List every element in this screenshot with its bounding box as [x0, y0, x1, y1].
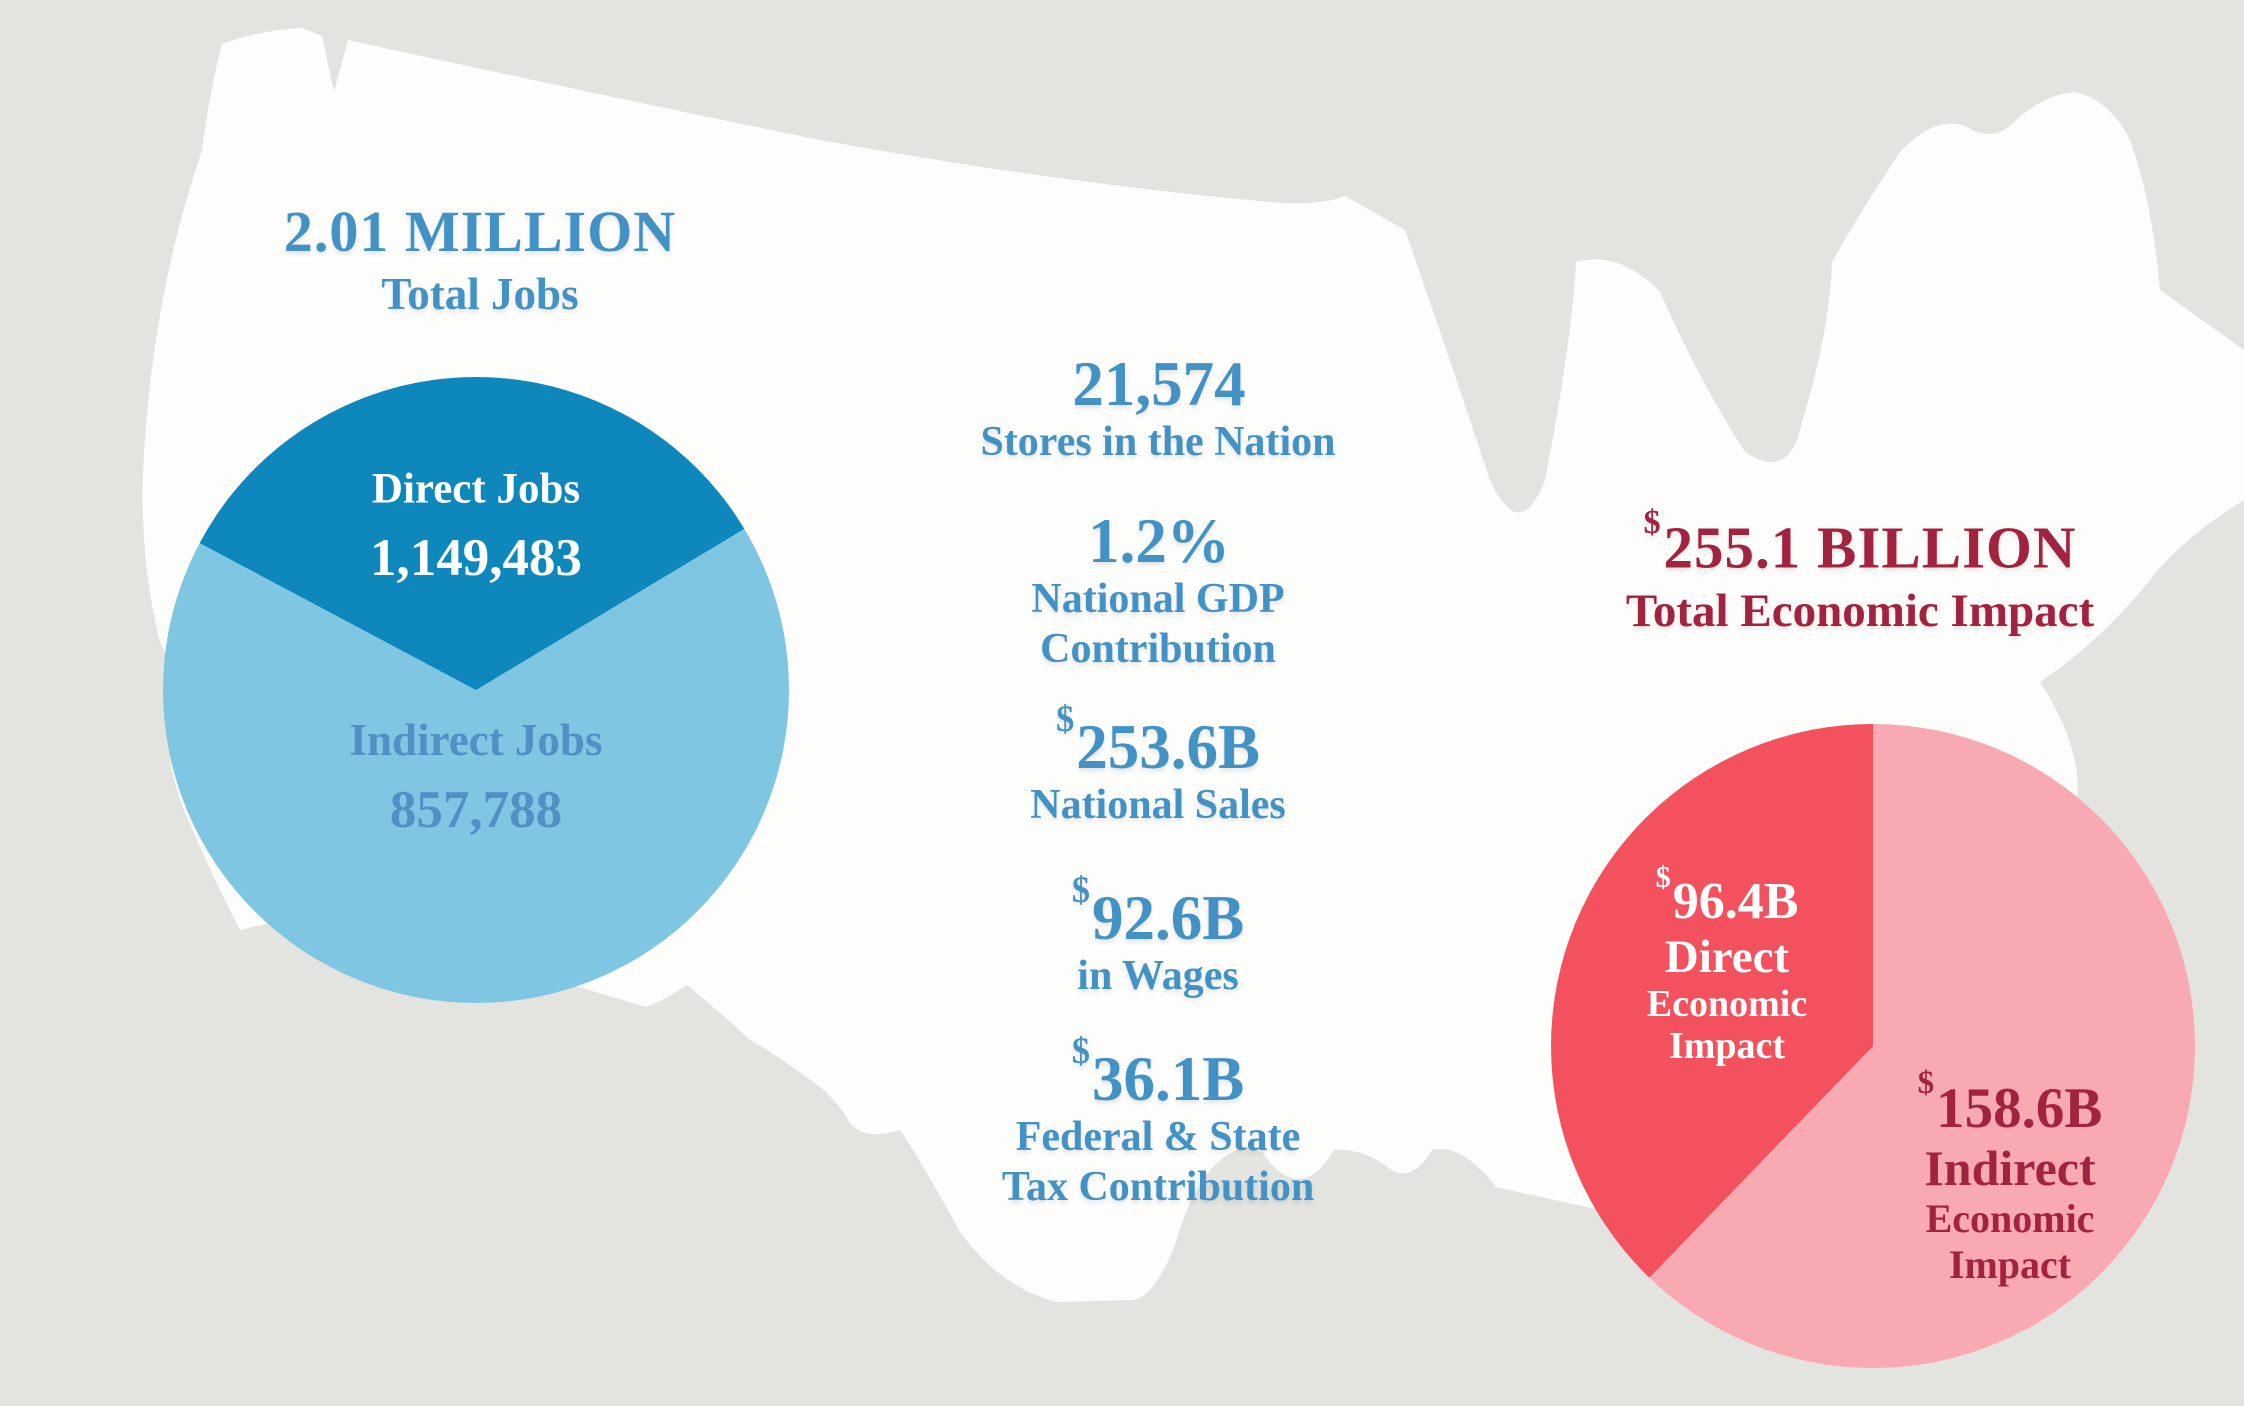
impact-pie-direct-value: $96.4B [1655, 860, 1799, 931]
jobs-pie-indirect-label: Indirect Jobs [349, 715, 603, 765]
impact-pie-chart: $96.4B Direct Economic Impact $158.6B In… [1551, 724, 2195, 1368]
stat-stores: 21,574 Stores in the Nation [980, 338, 1335, 467]
stat-wages: $92.6B in Wages [1071, 868, 1245, 1001]
total-jobs-heading: 2.01 MILLION Total Jobs [284, 200, 676, 324]
stat-tax-value: $36.1B [1071, 1029, 1245, 1114]
economic-impact-label: Total Economic Impact [1625, 584, 2095, 637]
stat-stores-label: Stores in the Nation [980, 419, 1336, 465]
stat-sales-value: $253.6B [1055, 697, 1261, 782]
jobs-pie-direct-value: 1,149,483 [370, 529, 582, 587]
stat-sales-label: National Sales [1030, 782, 1286, 828]
jobs-pie-chart: Direct Jobs 1,149,483 Indirect Jobs 857,… [163, 377, 789, 1003]
impact-pie-direct-group: $96.4B Direct Economic Impact [1646, 860, 1808, 1068]
stat-stores-value: 21,574 [1072, 349, 1246, 419]
economic-impact-value: $255.1 BILLION [1643, 503, 2077, 581]
jobs-pie-indirect-value: 857,788 [389, 781, 563, 839]
total-jobs-label: Total Jobs [381, 269, 579, 319]
impact-pie-indirect-group: $158.6B Indirect Economic Impact [1917, 1065, 2103, 1287]
stat-wages-value: $92.6B [1071, 868, 1245, 953]
jobs-pie-direct-label: Direct Jobs [371, 465, 581, 513]
stat-gdp: 1.2% National GDP Contribution [1031, 495, 1284, 674]
total-jobs-value: 2.01 MILLION [283, 199, 677, 264]
stat-wages-label: in Wages [1077, 953, 1239, 999]
stat-sales: $253.6B National Sales [1030, 697, 1286, 830]
stat-tax-label: Federal & State [1015, 1114, 1301, 1160]
economic-impact-heading: $255.1 BILLION Total Economic Impact [1625, 503, 2095, 642]
stat-gdp-value: 1.2% [1088, 506, 1230, 576]
impact-pie-indirect-value: $158.6B [1917, 1065, 2103, 1140]
stat-gdp-label: National GDP [1031, 576, 1285, 622]
stat-tax: $36.1B Federal & State Tax Contribution [1001, 1029, 1315, 1210]
